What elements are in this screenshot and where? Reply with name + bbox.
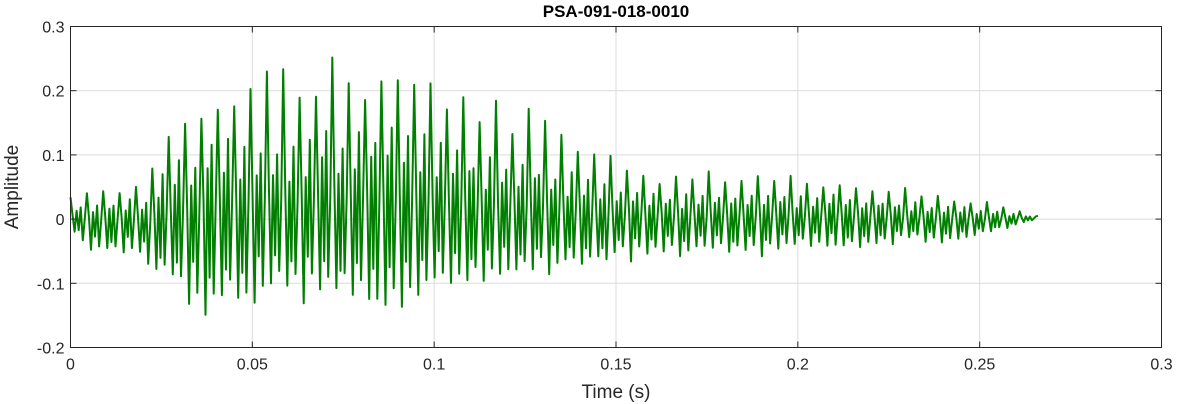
y-axis-ticks: -0.2 -0.1 0 0.1 0.2 0.3: [37, 20, 1162, 358]
y-axis-label: Amplitude: [2, 145, 23, 230]
x-tick-label: 0.15: [600, 357, 631, 374]
y-tick-label: 0: [56, 212, 65, 229]
x-tick-label: 0.1: [423, 357, 445, 374]
x-tick-label: 0.25: [964, 357, 995, 374]
y-tick-label: -0.2: [37, 341, 65, 358]
grid: [70, 26, 1162, 348]
y-tick-label: 0.3: [42, 20, 64, 37]
y-tick-label: 0.2: [42, 84, 64, 101]
chart-title: PSA-091-018-0010: [543, 2, 689, 21]
x-tick-label: 0.05: [237, 357, 268, 374]
x-tick-label: 0.3: [1150, 357, 1172, 374]
x-axis-ticks: 0 0.05 0.1 0.15 0.2 0.25 0.3: [66, 26, 1173, 374]
x-tick-label: 0: [66, 357, 75, 374]
y-tick-label: 0.1: [42, 148, 64, 165]
plot-area: [69, 56, 1039, 316]
x-tick-label: 0.2: [787, 357, 809, 374]
x-axis-label: Time (s): [582, 382, 651, 403]
y-tick-label: -0.1: [37, 276, 65, 293]
waveform-line: [69, 56, 1039, 316]
